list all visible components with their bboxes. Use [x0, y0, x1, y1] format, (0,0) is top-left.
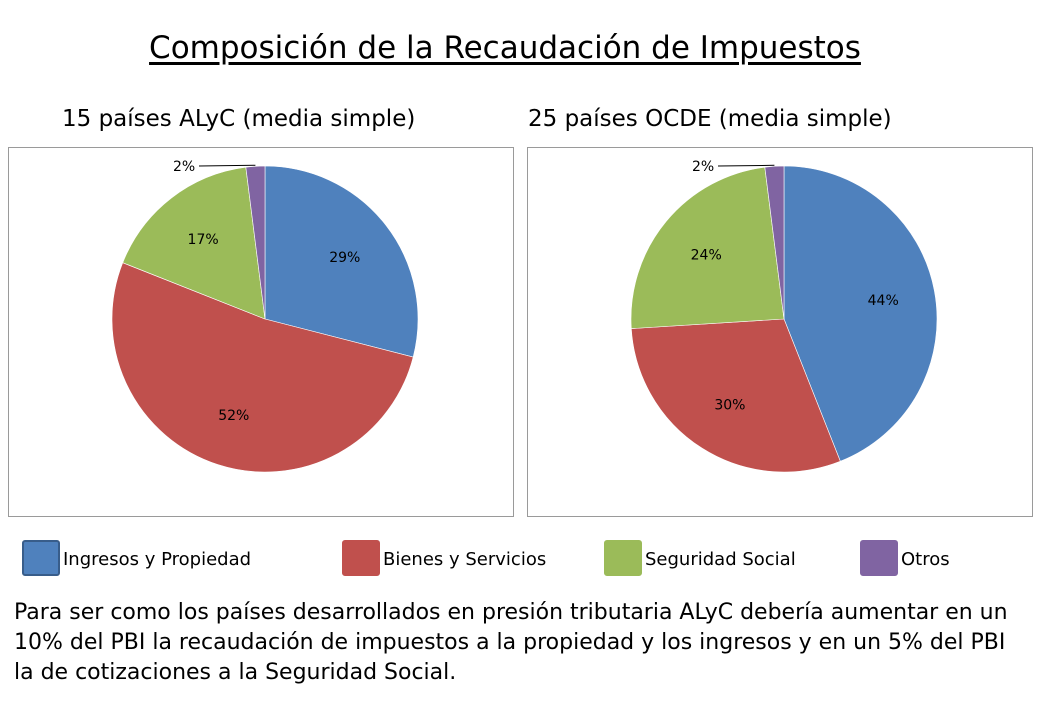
legend-swatch-otros	[860, 540, 898, 576]
data-label-alyc-otros: 2%	[173, 159, 195, 175]
legend-label-otros: Otros	[901, 549, 950, 570]
pie-chart-ocde-svg: 44% 30% 24% 2%	[630, 159, 938, 473]
pie-slice-alyc-bienes	[111, 262, 414, 473]
legend-label-bienes: Bienes y Servicios	[383, 549, 547, 570]
legend-swatch-seguridad	[604, 540, 642, 576]
data-label-ocde-seguridad: 24%	[691, 248, 722, 264]
data-label-alyc-ingresos: 29%	[329, 250, 360, 266]
data-label-alyc-seguridad: 17%	[188, 232, 219, 248]
pie-slice-ocde-otros	[764, 165, 785, 320]
data-label-ocde-otros: 2%	[692, 159, 714, 175]
pie-slice-alyc-ingresos	[264, 165, 419, 358]
pie-slice-ocde-bienes	[630, 318, 841, 473]
legend-swatch-bienes	[342, 540, 380, 576]
pie-slice-ocde-ingresos	[783, 165, 938, 462]
legend-label-ingresos: Ingresos y Propiedad	[63, 549, 252, 570]
data-label-alyc-bienes: 52%	[218, 408, 249, 424]
legend-swatch-ingresos	[22, 540, 60, 576]
leader-line-ocde-otros	[717, 164, 775, 167]
data-label-ocde-ingresos: 44%	[868, 293, 899, 309]
pie-slice-ocde-seguridad	[630, 166, 785, 329]
pie-chart-alyc: 29% 52% 17% 2%	[8, 147, 514, 517]
page-title: Composición de la Recaudación de Impuest…	[149, 30, 861, 66]
legend-label-seguridad: Seguridad Social	[645, 549, 796, 570]
pie-chart-alyc-svg: 29% 52% 17% 2%	[111, 159, 419, 473]
pie-slice-alyc-seguridad	[122, 166, 266, 320]
chart-title-ocde: 25 países OCDE (media simple)	[528, 106, 892, 132]
footer-note: Para ser como los países desarrollados e…	[14, 600, 1008, 685]
chart-title-alyc: 15 países ALyC (media simple)	[62, 106, 416, 132]
pie-chart-ocde: 44% 30% 24% 2%	[527, 147, 1033, 517]
data-label-ocde-bienes: 30%	[714, 397, 745, 413]
leader-line-alyc-otros	[198, 164, 256, 167]
chart-legend: Ingresos y Propiedad Bienes y Servicios …	[22, 540, 982, 578]
pie-slice-alyc-otros	[245, 165, 266, 320]
